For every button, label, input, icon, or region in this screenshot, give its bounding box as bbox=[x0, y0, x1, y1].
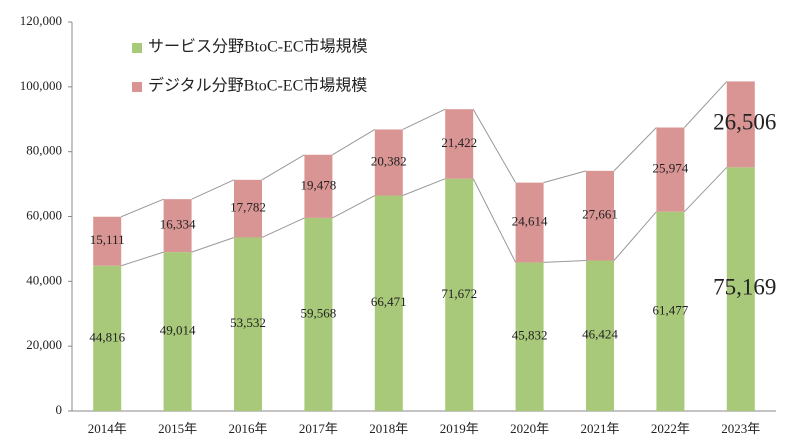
bar-segment bbox=[93, 216, 122, 266]
series-line bbox=[121, 251, 164, 267]
value-label: 49,014 bbox=[160, 323, 196, 338]
series-line bbox=[613, 127, 657, 172]
value-label: 66,471 bbox=[371, 294, 407, 309]
series-line bbox=[121, 198, 164, 218]
series-line bbox=[472, 178, 517, 263]
series-line bbox=[543, 170, 587, 184]
y-tick-label: 120,000 bbox=[20, 13, 62, 28]
bar-segment bbox=[726, 167, 755, 411]
value-label: 21,422 bbox=[441, 135, 477, 150]
bar-segment bbox=[304, 154, 333, 218]
series-line bbox=[684, 81, 728, 128]
bar-segment bbox=[374, 195, 403, 411]
bar-segment bbox=[445, 178, 474, 411]
y-tick-label: 100,000 bbox=[20, 78, 62, 93]
bar-segment bbox=[586, 260, 614, 411]
y-tick-label: 80,000 bbox=[26, 143, 62, 158]
series-line bbox=[543, 260, 587, 263]
value-label: 20,382 bbox=[371, 153, 407, 168]
series-line bbox=[402, 108, 446, 130]
series-line bbox=[472, 108, 517, 183]
bar-segment bbox=[586, 170, 614, 261]
bar-segment bbox=[234, 179, 262, 238]
bar-segment bbox=[726, 81, 755, 168]
value-label: 61,477 bbox=[653, 302, 689, 317]
bar-segment bbox=[515, 182, 544, 263]
series-line bbox=[613, 211, 657, 261]
bar-segment bbox=[93, 265, 122, 411]
y-tick-label: 60,000 bbox=[26, 207, 62, 222]
series-line bbox=[332, 129, 376, 156]
value-label: 15,111 bbox=[90, 232, 125, 247]
value-label: 44,816 bbox=[89, 329, 125, 344]
x-tick-label: 2020年 bbox=[510, 421, 549, 436]
series-line bbox=[191, 179, 235, 200]
bar-segment bbox=[163, 252, 192, 411]
x-tick-label: 2021年 bbox=[580, 421, 619, 436]
value-label: 26,506 bbox=[713, 110, 776, 135]
value-label: 45,832 bbox=[512, 328, 548, 343]
value-label: 59,568 bbox=[301, 305, 337, 320]
bar-segment bbox=[656, 211, 685, 411]
value-label: 16,334 bbox=[160, 217, 196, 232]
legend-marker bbox=[132, 82, 142, 92]
value-label: 46,424 bbox=[582, 327, 618, 342]
series-line bbox=[402, 178, 446, 196]
x-tick-label: 2018年 bbox=[369, 421, 408, 436]
value-label: 17,782 bbox=[230, 200, 266, 215]
legend-label: サービス分野BtoC-EC市場規模 bbox=[148, 38, 368, 56]
x-tick-label: 2023年 bbox=[721, 421, 760, 436]
x-tick-label: 2017年 bbox=[299, 421, 338, 436]
series-line bbox=[332, 195, 376, 219]
value-label: 75,169 bbox=[713, 274, 776, 299]
bar-segment bbox=[304, 217, 333, 411]
bar-segment bbox=[515, 262, 544, 411]
bar-segment bbox=[656, 127, 685, 212]
value-label: 27,661 bbox=[582, 207, 618, 222]
x-tick-label: 2019年 bbox=[440, 421, 479, 436]
bar-segment bbox=[445, 109, 474, 179]
y-tick-label: 0 bbox=[56, 402, 63, 417]
x-tick-label: 2015年 bbox=[158, 421, 197, 436]
series-line bbox=[191, 236, 235, 253]
value-label: 19,478 bbox=[301, 177, 337, 192]
series-line bbox=[684, 166, 728, 213]
value-label: 25,974 bbox=[653, 161, 689, 176]
x-tick-label: 2022年 bbox=[651, 421, 690, 436]
series-line bbox=[261, 154, 305, 181]
series-line bbox=[261, 217, 305, 238]
value-label: 71,672 bbox=[441, 286, 477, 301]
bar-segment bbox=[234, 237, 262, 411]
x-tick-label: 2016年 bbox=[228, 421, 267, 436]
y-tick-label: 20,000 bbox=[26, 337, 62, 352]
bar-segment bbox=[163, 199, 192, 253]
bar-segment bbox=[374, 129, 403, 196]
y-tick-label: 40,000 bbox=[26, 272, 62, 287]
value-label: 53,532 bbox=[230, 315, 266, 330]
x-tick-label: 2014年 bbox=[88, 421, 127, 436]
legend-label: デジタル分野BtoC-EC市場規模 bbox=[148, 76, 367, 95]
legend-marker bbox=[132, 43, 142, 53]
value-label: 24,614 bbox=[512, 214, 548, 229]
